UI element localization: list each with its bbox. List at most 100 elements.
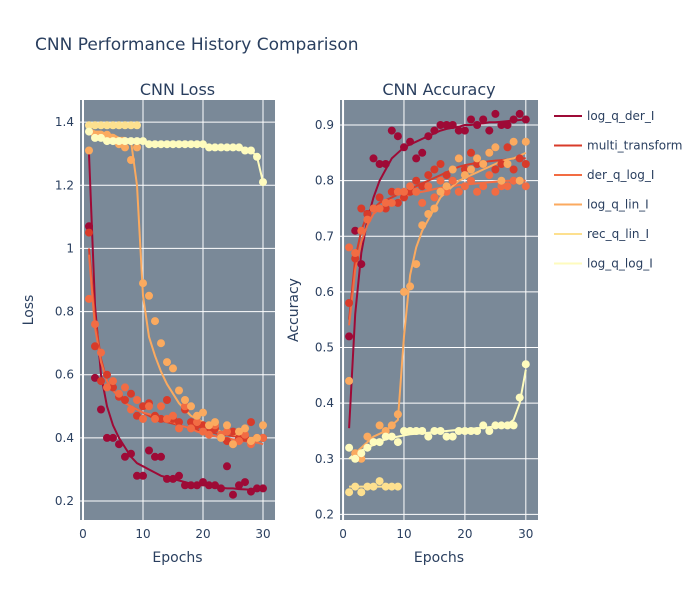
accuracy-data-point-multi_transform	[345, 299, 354, 307]
loss-y-tick-label: 0.4	[55, 431, 74, 445]
accuracy-data-point-log_q_log_I	[467, 427, 475, 435]
accuracy-series-line-log_q_lin_I	[348, 151, 527, 460]
accuracy-data-point-log_q_lin_I	[363, 432, 372, 441]
loss-data-point-log_q_der_I	[247, 487, 255, 496]
accuracy-data-point-log_q_log_I	[345, 443, 354, 452]
accuracy-data-point-der_q_log_I	[479, 182, 488, 191]
accuracy-data-point-log_q_log_I	[436, 427, 445, 435]
loss-data-point-multi_transform	[121, 396, 129, 404]
accuracy-data-point-log_q_log_I	[430, 427, 439, 435]
loss-data-point-log_q_lin_I	[151, 317, 159, 326]
loss-data-point-log_q_log_I	[91, 133, 99, 142]
loss-data-point-log_q_log_I	[193, 140, 201, 149]
accuracy-y-tick-label: 0.9	[315, 118, 334, 132]
accuracy-data-point-multi_transform	[521, 160, 530, 168]
loss-y-tick-label: 0.8	[55, 305, 74, 319]
loss-data-point-rec_q_lin_I	[115, 121, 123, 130]
accuracy-data-point-log_q_der_I	[491, 109, 500, 118]
loss-data-point-log_q_der_I	[223, 462, 231, 471]
loss-data-point-der_q_log_I	[115, 389, 123, 398]
loss-data-point-log_q_lin_I	[217, 433, 225, 442]
accuracy-data-point-log_q_lin_I	[381, 427, 390, 435]
loss-data-point-log_q_der_I	[187, 481, 195, 490]
accuracy-data-point-der_q_log_I	[448, 176, 457, 185]
loss-data-point-der_q_log_I	[145, 402, 153, 411]
accuracy-data-point-log_q_der_I	[406, 137, 415, 146]
accuracy-data-point-log_q_lin_I	[503, 160, 512, 168]
accuracy-data-point-log_q_der_I	[503, 121, 512, 129]
loss-data-point-log_q_lin_I	[259, 421, 267, 430]
loss-data-point-log_q_der_I	[163, 474, 171, 483]
accuracy-data-point-log_q_der_I	[485, 126, 494, 135]
accuracy-data-point-multi_transform	[375, 193, 384, 202]
loss-data-point-log_q_der_I	[109, 433, 117, 442]
accuracy-data-point-log_q_log_I	[473, 427, 482, 435]
loss-data-point-log_q_log_I	[115, 137, 123, 146]
loss-data-point-multi_transform	[103, 370, 111, 379]
accuracy-data-point-log_q_der_I	[497, 121, 506, 129]
accuracy-data-point-der_q_log_I	[436, 176, 445, 185]
loss-data-point-multi_transform	[163, 396, 171, 404]
accuracy-data-point-multi_transform	[467, 148, 475, 157]
accuracy-data-point-der_q_log_I	[375, 204, 384, 213]
accuracy-data-point-der_q_log_I	[485, 171, 494, 180]
loss-data-point-der_q_log_I	[109, 377, 117, 386]
accuracy-data-point-der_q_log_I	[509, 176, 518, 185]
loss-data-point-log_q_log_I	[163, 140, 171, 149]
accuracy-data-point-multi_transform	[473, 160, 482, 168]
accuracy-data-point-multi_transform	[418, 182, 427, 191]
loss-data-point-log_q_log_I	[85, 127, 93, 136]
accuracy-data-point-log_q_log_I	[351, 454, 360, 463]
loss-data-point-log_q_der_I	[85, 222, 93, 231]
accuracy-data-point-log_q_lin_I	[509, 137, 518, 146]
accuracy-data-point-log_q_lin_I	[491, 143, 500, 152]
accuracy-data-point-der_q_log_I	[503, 182, 512, 191]
accuracy-data-point-log_q_lin_I	[400, 287, 408, 296]
accuracy-data-point-rec_q_lin_I	[351, 482, 360, 491]
loss-data-point-log_q_lin_I	[211, 418, 219, 427]
loss-data-point-der_q_log_I	[223, 427, 231, 436]
loss-x-tick-label: 0	[79, 527, 87, 541]
accuracy-data-point-log_q_der_I	[381, 160, 390, 168]
accuracy-data-point-log_q_der_I	[515, 109, 524, 118]
accuracy-data-point-multi_transform	[406, 187, 415, 196]
accuracy-data-point-log_q_der_I	[460, 126, 469, 135]
loss-data-point-log_q_log_I	[241, 146, 249, 155]
accuracy-data-point-log_q_log_I	[406, 427, 415, 435]
accuracy-data-point-multi_transform	[442, 171, 451, 180]
loss-data-point-multi_transform	[91, 342, 99, 351]
loss-data-point-der_q_log_I	[235, 437, 243, 446]
loss-data-point-log_q_log_I	[205, 143, 213, 152]
accuracy-data-point-log_q_lin_I	[412, 260, 421, 269]
accuracy-data-point-log_q_log_I	[387, 432, 396, 441]
legend-label-log_q_log_I: log_q_log_I	[587, 257, 653, 271]
loss-data-point-log_q_log_I	[139, 137, 147, 146]
accuracy-data-point-log_q_der_I	[473, 121, 482, 129]
loss-data-point-log_q_log_I	[181, 140, 189, 149]
loss-data-point-multi_transform	[85, 228, 93, 237]
loss-data-point-der_q_log_I	[205, 430, 213, 439]
loss-data-point-multi_transform	[247, 418, 255, 427]
accuracy-data-point-multi_transform	[387, 187, 396, 196]
loss-data-point-log_q_der_I	[193, 481, 201, 490]
accuracy-data-point-multi_transform	[424, 171, 433, 180]
loss-data-point-log_q_lin_I	[205, 421, 213, 430]
accuracy-data-point-log_q_log_I	[424, 432, 433, 441]
loss-y-axis-title: Loss	[21, 295, 37, 326]
accuracy-data-point-multi_transform	[351, 254, 360, 263]
legend: log_q_der_I multi_transform der_q_log_Ilog…	[554, 109, 683, 271]
loss-data-point-log_q_log_I	[229, 143, 237, 152]
accuracy-data-point-log_q_log_I	[400, 427, 408, 435]
accuracy-data-point-log_q_lin_I	[351, 449, 360, 458]
accuracy-data-point-multi_transform	[497, 160, 506, 168]
accuracy-data-point-multi_transform	[515, 154, 524, 163]
loss-data-point-log_q_lin_I	[187, 402, 195, 411]
loss-y-tick-label: 1	[66, 241, 74, 255]
loss-data-point-log_q_log_I	[127, 137, 135, 146]
loss-data-point-der_q_log_I	[175, 424, 183, 433]
loss-data-point-der_q_log_I	[85, 294, 93, 303]
accuracy-data-point-log_q_log_I	[485, 427, 494, 435]
accuracy-data-point-log_q_lin_I	[436, 187, 445, 196]
accuracy-data-point-log_q_lin_I	[467, 165, 475, 174]
accuracy-data-point-rec_q_lin_I	[387, 482, 396, 491]
